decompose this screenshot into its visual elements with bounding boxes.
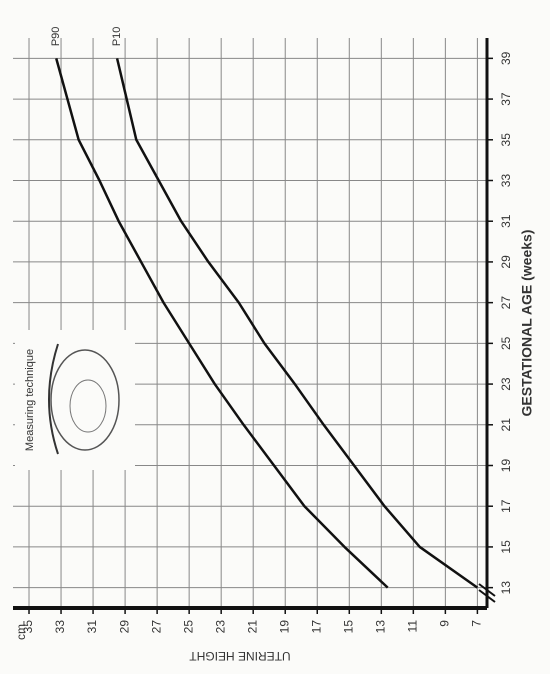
y-tick-label: 31 bbox=[85, 620, 99, 634]
x-tick-label: 25 bbox=[499, 336, 513, 350]
y-unit-label: cm bbox=[14, 624, 28, 640]
x-tick-label: 15 bbox=[499, 540, 513, 554]
x-tick-label: 39 bbox=[499, 51, 513, 65]
line-series bbox=[55, 58, 389, 589]
y-tick-label: 7 bbox=[470, 620, 484, 627]
axis-break bbox=[478, 583, 496, 597]
annotation: Measuring technique bbox=[24, 349, 36, 451]
series-label: P90 bbox=[50, 27, 62, 47]
x-axis-title: GESTATIONAL AGE (weeks) bbox=[519, 230, 535, 417]
y-tick-label: 23 bbox=[213, 620, 227, 634]
x-tick-label: 21 bbox=[499, 418, 513, 432]
x-tick-label: 31 bbox=[499, 214, 513, 228]
line-series bbox=[115, 58, 479, 589]
x-tick-label: 19 bbox=[499, 459, 513, 473]
x-tick-label: 29 bbox=[499, 255, 513, 269]
series-label: P10 bbox=[111, 27, 123, 47]
y-tick-label: 25 bbox=[181, 620, 195, 634]
y-tick-label: 15 bbox=[341, 620, 355, 634]
y-axis-title: UTERINE HEIGHT bbox=[189, 649, 291, 663]
y-tick-label: 19 bbox=[277, 620, 291, 634]
y-tick-label: 17 bbox=[309, 620, 323, 634]
x-tick-label: 27 bbox=[499, 296, 513, 310]
y-tick-label: 29 bbox=[117, 620, 131, 634]
y-tick-label: 13 bbox=[373, 620, 387, 634]
x-tick-label: 23 bbox=[499, 377, 513, 391]
inset-illustration bbox=[50, 349, 120, 451]
x-tick-label: 35 bbox=[499, 133, 513, 147]
y-tick-label: 35 bbox=[21, 620, 35, 634]
x-tick-label: 33 bbox=[499, 174, 513, 188]
y-tick-label: 27 bbox=[149, 620, 163, 634]
y-tick-label: 11 bbox=[406, 620, 420, 633]
y-tick-label: 33 bbox=[53, 620, 67, 634]
x-tick-label: 17 bbox=[499, 499, 513, 513]
y-tick-label: 9 bbox=[438, 620, 452, 627]
x-tick-label: 13 bbox=[499, 581, 513, 595]
axis-break bbox=[478, 589, 496, 603]
inset-illustration bbox=[69, 379, 107, 433]
y-tick-label: 21 bbox=[245, 620, 259, 634]
inset-illustration bbox=[48, 343, 59, 455]
rotated-plot: 13 15 17 19 21 23 25 27 29 31 33 35 37 39 7 9 11 13 15 17 19… bbox=[13, 27, 535, 640]
x-tick-label: 37 bbox=[499, 92, 513, 106]
inset-box bbox=[15, 330, 135, 470]
